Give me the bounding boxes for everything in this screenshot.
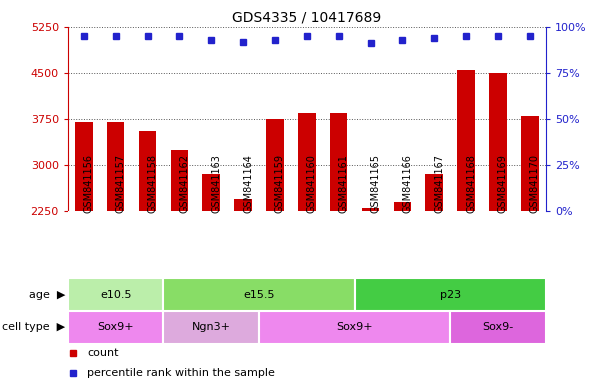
Text: GSM841157: GSM841157 (116, 154, 126, 213)
Text: GSM841162: GSM841162 (179, 154, 189, 213)
Text: GSM841164: GSM841164 (243, 154, 253, 213)
Text: GSM841158: GSM841158 (148, 154, 158, 213)
Text: GSM841170: GSM841170 (530, 154, 540, 213)
Text: Sox9+: Sox9+ (97, 322, 134, 333)
Bar (298, 113, 316, 211)
Bar (171, 150, 188, 211)
Text: p23: p23 (440, 290, 461, 300)
Text: GSM841166: GSM841166 (402, 154, 412, 213)
Text: Sox9-: Sox9- (483, 322, 513, 333)
Bar (355, 278, 546, 311)
Bar (425, 174, 443, 211)
Bar (107, 122, 124, 211)
Bar (202, 174, 220, 211)
Bar (330, 113, 348, 211)
Bar (450, 311, 546, 344)
Text: Ngn3+: Ngn3+ (192, 322, 231, 333)
Bar (68, 311, 163, 344)
Bar (489, 73, 507, 211)
Text: GSM841168: GSM841168 (466, 154, 476, 213)
Text: GSM841161: GSM841161 (339, 154, 349, 213)
Text: count: count (87, 348, 119, 358)
Text: cell type  ▶: cell type ▶ (2, 322, 65, 333)
Text: GSM841165: GSM841165 (371, 154, 381, 213)
Text: GSM841169: GSM841169 (498, 154, 508, 213)
Bar (362, 208, 379, 211)
Text: age  ▶: age ▶ (28, 290, 65, 300)
Bar (163, 278, 355, 311)
Text: e15.5: e15.5 (243, 290, 275, 300)
Bar (521, 116, 539, 211)
Text: GSM841156: GSM841156 (84, 154, 94, 213)
Bar (68, 278, 163, 311)
Text: percentile rank within the sample: percentile rank within the sample (87, 368, 275, 378)
Text: GSM841160: GSM841160 (307, 154, 317, 213)
Text: GSM841163: GSM841163 (211, 154, 221, 213)
Title: GDS4335 / 10417689: GDS4335 / 10417689 (232, 10, 381, 24)
Bar (234, 199, 252, 211)
Text: GSM841167: GSM841167 (434, 154, 444, 213)
Bar (139, 131, 156, 211)
Text: Sox9+: Sox9+ (336, 322, 373, 333)
Text: GSM841159: GSM841159 (275, 154, 285, 213)
Bar (259, 311, 450, 344)
Text: e10.5: e10.5 (100, 290, 132, 300)
Bar (457, 70, 475, 211)
Bar (394, 202, 411, 211)
Bar (163, 311, 259, 344)
Bar (266, 119, 284, 211)
Bar (75, 122, 93, 211)
